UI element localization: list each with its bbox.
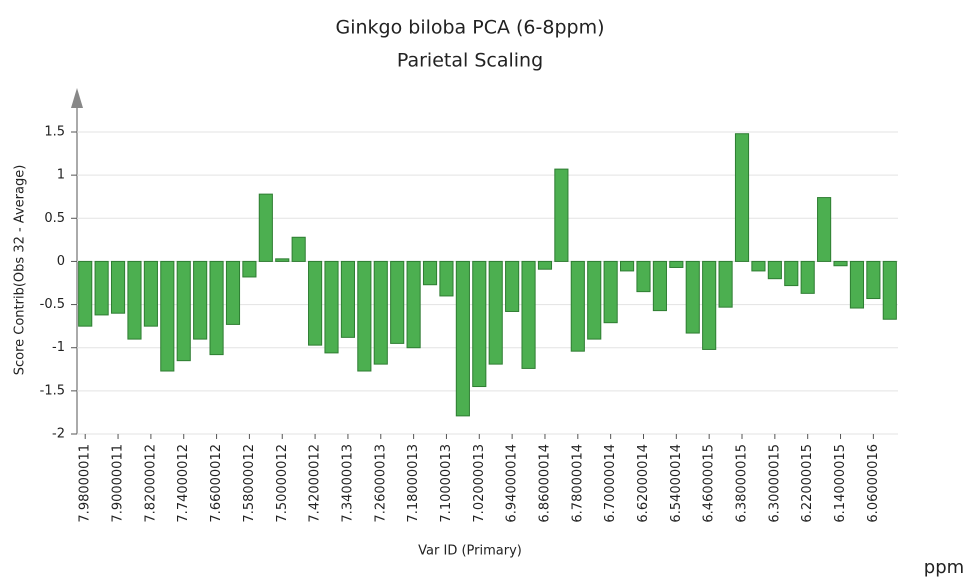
- bar: [110, 260, 126, 314]
- x-tick-label: 6.86000014: [537, 444, 552, 523]
- x-tick-label: 6.06000016: [866, 444, 881, 523]
- x-tick-label: 6.78000014: [570, 444, 585, 523]
- y-tick-label: -1.5: [40, 383, 65, 398]
- bar: [570, 260, 585, 352]
- y-tick-label: 1.5: [44, 125, 65, 140]
- bar: [258, 193, 273, 262]
- y-tick-label: 0: [57, 254, 65, 269]
- x-tick-label: 6.94000014: [505, 444, 520, 523]
- bar: [505, 260, 520, 312]
- y-axis-label: Score Contrib(Obs 32 - Average): [13, 165, 28, 376]
- x-axis-label: Var ID (Primary): [418, 544, 522, 559]
- bar: [275, 258, 290, 262]
- bar: [784, 260, 799, 287]
- y-tick-label: -2: [52, 427, 65, 442]
- bar: [800, 260, 815, 294]
- axis-arrow: [71, 88, 83, 108]
- bar: [882, 260, 897, 320]
- x-tick-label: 7.50000012: [275, 444, 290, 523]
- bar: [521, 260, 536, 369]
- bar: [357, 260, 372, 372]
- bar: [849, 260, 865, 309]
- x-tick-label: 7.18000013: [406, 444, 421, 523]
- bar: [242, 260, 257, 278]
- bar: [587, 260, 602, 340]
- x-tick-label: 7.02000013: [472, 444, 487, 523]
- bar: [225, 260, 241, 325]
- bar: [439, 260, 454, 297]
- x-tick-label: 6.62000014: [636, 444, 651, 523]
- bar: [866, 260, 881, 300]
- x-tick-label: 7.90000011: [111, 444, 126, 523]
- chart-subtitle: Parietal Scaling: [397, 50, 543, 72]
- x-tick-label: 7.82000012: [143, 444, 158, 523]
- x-tick-label: 7.98000011: [78, 444, 93, 523]
- bar: [472, 260, 487, 388]
- bar: [406, 260, 421, 349]
- x-tick-label: 6.70000014: [603, 444, 618, 523]
- bar: [751, 260, 766, 272]
- bar: [143, 260, 158, 327]
- bar: [308, 260, 323, 346]
- bar: [373, 260, 388, 365]
- bar: [291, 236, 306, 262]
- x-tick-label: 7.34000013: [340, 444, 355, 523]
- bar: [620, 260, 635, 272]
- x-tick-label: 7.26000013: [373, 444, 388, 523]
- bar: [702, 260, 717, 350]
- bar: [176, 260, 191, 362]
- bar: [455, 260, 470, 417]
- bar: [685, 260, 700, 334]
- bar: [537, 260, 553, 270]
- bar: [603, 260, 618, 324]
- y-tick-label: 0.5: [44, 211, 65, 226]
- bar: [636, 260, 651, 293]
- bar: [78, 260, 93, 327]
- y-tick-label: -1: [52, 340, 65, 355]
- y-tick-label: 1: [57, 168, 65, 183]
- x-tick-label: 6.54000014: [669, 444, 684, 523]
- x-tick-label: 6.38000015: [735, 444, 750, 523]
- x-tick-label: 7.10000013: [439, 444, 454, 523]
- bar: [817, 197, 832, 262]
- bar: [209, 260, 224, 356]
- x-tick-label: 7.66000012: [209, 444, 224, 523]
- x-tick-label: 6.46000015: [702, 444, 717, 523]
- bar: [652, 260, 667, 312]
- bar: [390, 260, 405, 344]
- bar: [718, 260, 733, 308]
- x-tick-label: 7.74000012: [176, 444, 191, 523]
- bar: [767, 260, 782, 280]
- bar: [554, 168, 569, 262]
- chart-title: Ginkgo biloba PCA (6-8ppm): [335, 17, 604, 39]
- unit-label: ppm: [924, 557, 964, 578]
- bar: [833, 260, 848, 267]
- x-tick-label: 7.58000012: [242, 444, 257, 523]
- bar: [488, 260, 503, 365]
- x-tick-label: 6.30000015: [767, 444, 782, 523]
- x-tick-label: 6.22000015: [800, 444, 815, 523]
- bar: [94, 260, 109, 316]
- bar: [734, 133, 750, 262]
- bar: [669, 260, 684, 268]
- bar: [160, 260, 175, 372]
- bar: [340, 260, 355, 338]
- bar: [422, 260, 438, 286]
- y-tick-label: -0.5: [40, 297, 65, 312]
- x-tick-label: 7.42000012: [308, 444, 323, 523]
- bar: [127, 260, 142, 340]
- bar: [193, 260, 208, 340]
- bar: [324, 260, 339, 354]
- x-tick-label: 6.14000015: [833, 444, 848, 523]
